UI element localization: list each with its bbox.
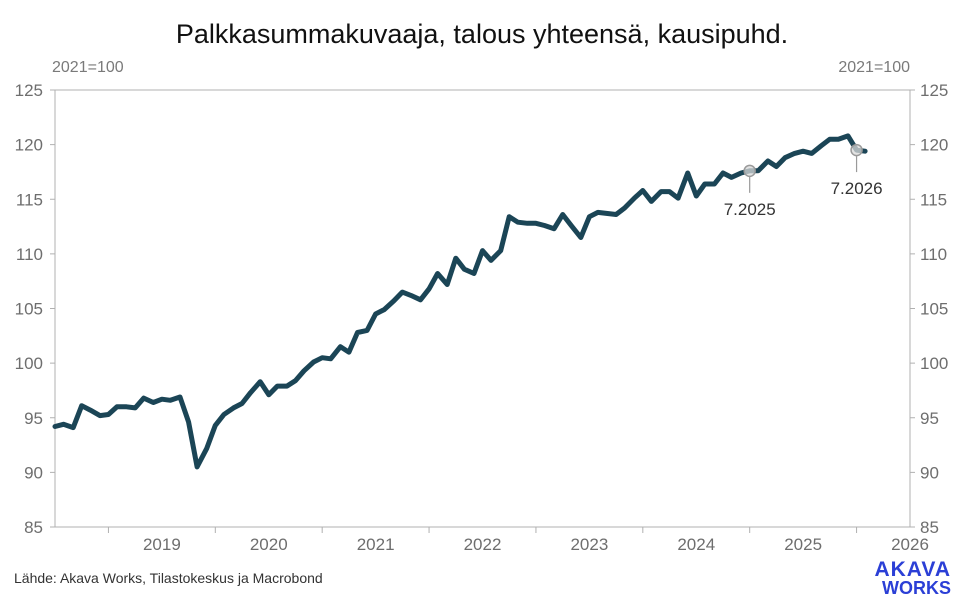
- y-axis-left: 85 90 95 100 105 110 115 120 125: [15, 81, 55, 537]
- x-tick-label: 2025: [784, 535, 822, 554]
- marker-label: 7.2026: [831, 179, 883, 198]
- y-tick-label-right: 120: [920, 136, 948, 155]
- y-tick-label-left: 120: [15, 136, 43, 155]
- y-tick-label-right: 85: [920, 518, 939, 537]
- y-tick-label-left: 125: [15, 81, 43, 100]
- x-tick-label: 2024: [677, 535, 715, 554]
- marker-label: 7.2025: [724, 200, 776, 219]
- left-axis-unit: 2021=100: [52, 59, 124, 76]
- y-tick-label-left: 100: [15, 354, 43, 373]
- chart-title: Palkkasummakuvaaja, talous yhteensä, kau…: [176, 19, 788, 49]
- x-tick-label: 2021: [357, 535, 395, 554]
- x-tick-label: 2026: [891, 535, 929, 554]
- x-axis: 2019 2020 2021 2022 2023 2024 2025 2026: [107, 527, 929, 554]
- highlight-marker: [743, 164, 756, 178]
- plot-area: [54, 89, 911, 528]
- series-layer: [52, 133, 868, 470]
- y-tick-label-left: 105: [15, 300, 43, 319]
- y-tick-label-right: 110: [920, 245, 947, 264]
- series-line-0: [52, 133, 868, 470]
- y-tick-label-right: 90: [920, 463, 939, 482]
- x-tick-label: 2023: [570, 535, 608, 554]
- y-axis-right: 85 90 95 100 105 110 115 120 125: [910, 81, 948, 537]
- y-tick-label-left: 115: [16, 190, 43, 209]
- y-tick-label-left: 95: [24, 409, 43, 428]
- highlight-marker: [850, 143, 863, 157]
- x-tick-label: 2022: [464, 535, 502, 554]
- x-tick-label: 2019: [143, 535, 181, 554]
- y-tick-label-right: 105: [920, 300, 948, 319]
- y-tick-label-left: 110: [16, 245, 43, 264]
- logo-line-1: AKAVA: [874, 558, 951, 581]
- x-tick-label: 2020: [250, 535, 288, 554]
- y-tick-label-right: 95: [920, 409, 939, 428]
- akava-works-logo: AKAVA WORKS: [874, 558, 951, 598]
- marker-layer: 7.2025 7.2026: [724, 143, 883, 219]
- right-axis-unit: 2021=100: [838, 59, 910, 76]
- source-note: Lähde: Akava Works, Tilastokeskus ja Mac…: [14, 570, 323, 586]
- logo-line-2: WORKS: [882, 578, 951, 598]
- y-tick-label-right: 100: [920, 354, 948, 373]
- y-tick-label-right: 115: [920, 190, 947, 209]
- y-tick-label-left: 85: [24, 518, 43, 537]
- y-tick-label-right: 125: [920, 81, 948, 100]
- y-tick-label-left: 90: [24, 463, 43, 482]
